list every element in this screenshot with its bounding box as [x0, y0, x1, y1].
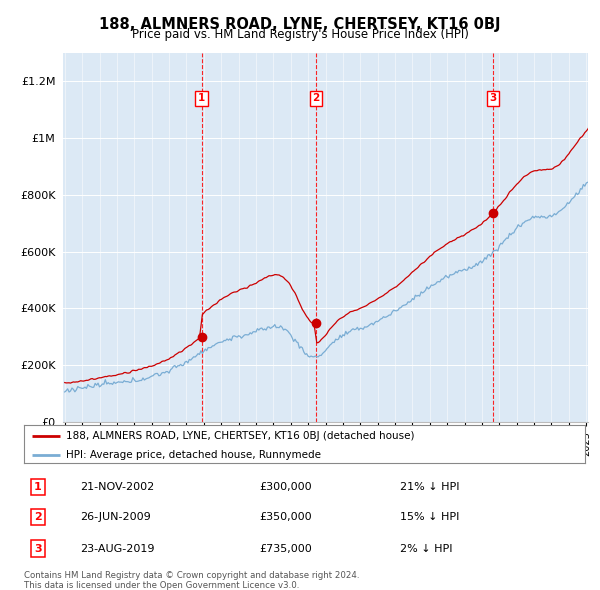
Text: HPI: Average price, detached house, Runnymede: HPI: Average price, detached house, Runn…: [66, 450, 321, 460]
Text: £735,000: £735,000: [260, 543, 313, 553]
Text: 1: 1: [198, 93, 205, 103]
Text: 3: 3: [34, 543, 42, 553]
Text: 15% ↓ HPI: 15% ↓ HPI: [400, 512, 459, 522]
Text: 188, ALMNERS ROAD, LYNE, CHERTSEY, KT16 0BJ (detached house): 188, ALMNERS ROAD, LYNE, CHERTSEY, KT16 …: [66, 431, 415, 441]
Text: £300,000: £300,000: [260, 482, 312, 492]
Text: Contains HM Land Registry data © Crown copyright and database right 2024.
This d: Contains HM Land Registry data © Crown c…: [24, 571, 359, 590]
Text: 3: 3: [490, 93, 497, 103]
Text: 23-AUG-2019: 23-AUG-2019: [80, 543, 155, 553]
Text: £350,000: £350,000: [260, 512, 312, 522]
Text: 1: 1: [34, 482, 42, 492]
Text: 2% ↓ HPI: 2% ↓ HPI: [400, 543, 452, 553]
Text: 2: 2: [34, 512, 42, 522]
Text: 21% ↓ HPI: 21% ↓ HPI: [400, 482, 460, 492]
Text: 26-JUN-2009: 26-JUN-2009: [80, 512, 151, 522]
Text: 2: 2: [313, 93, 320, 103]
Text: Price paid vs. HM Land Registry's House Price Index (HPI): Price paid vs. HM Land Registry's House …: [131, 28, 469, 41]
Text: 188, ALMNERS ROAD, LYNE, CHERTSEY, KT16 0BJ: 188, ALMNERS ROAD, LYNE, CHERTSEY, KT16 …: [99, 17, 501, 31]
Text: 21-NOV-2002: 21-NOV-2002: [80, 482, 154, 492]
